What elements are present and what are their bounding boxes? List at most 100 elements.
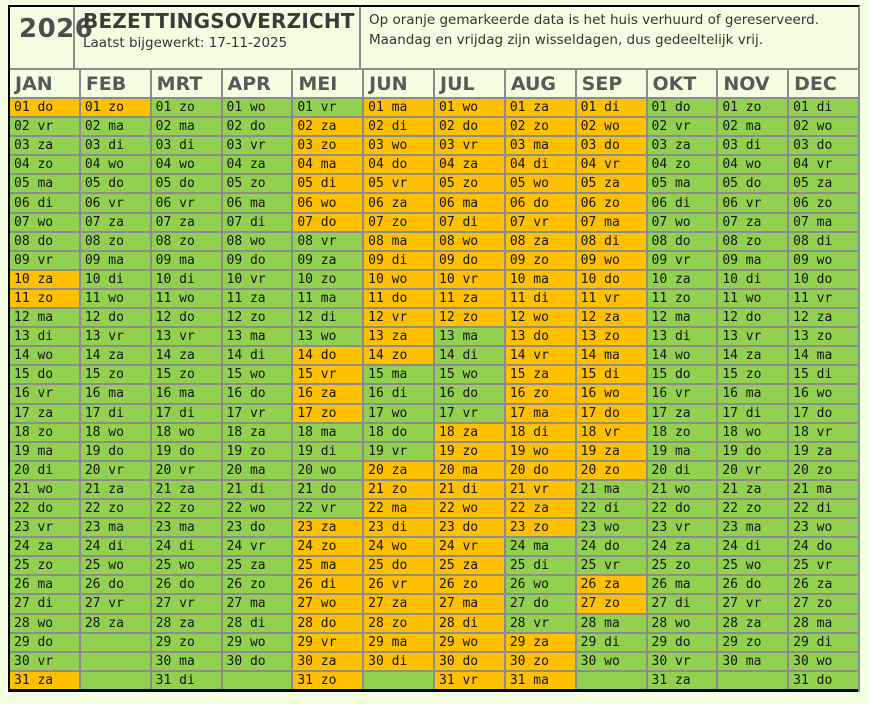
day-aug-23[interactable]: 23 zo xyxy=(505,519,575,537)
day-okt-25[interactable]: 25 zo xyxy=(647,557,717,575)
day-okt-23[interactable]: 23 vr xyxy=(647,519,717,537)
day-sep-03[interactable]: 03 do xyxy=(576,137,646,155)
day-feb-24[interactable]: 24 di xyxy=(80,538,150,556)
day-okt-22[interactable]: 22 do xyxy=(647,499,717,518)
day-apr-18[interactable]: 18 za xyxy=(222,423,292,441)
day-mei-17[interactable]: 17 zo xyxy=(293,404,363,422)
day-aug-03[interactable]: 03 ma xyxy=(505,137,575,155)
day-apr-06[interactable]: 06 ma xyxy=(222,194,292,212)
day-okt-31[interactable]: 31 za xyxy=(647,671,717,689)
day-aug-17[interactable]: 17 ma xyxy=(505,404,575,422)
day-jun-18[interactable]: 18 do xyxy=(364,423,433,441)
day-jul-22[interactable]: 22 wo xyxy=(435,499,504,518)
day-dec-09[interactable]: 09 wo xyxy=(789,251,858,269)
day-jan-30[interactable]: 30 vr xyxy=(10,652,79,670)
day-sep-06[interactable]: 06 zo xyxy=(576,194,646,212)
day-nov-15[interactable]: 15 zo xyxy=(718,366,788,384)
day-aug-24[interactable]: 24 ma xyxy=(505,538,575,556)
day-feb-20[interactable]: 20 vr xyxy=(80,461,150,479)
day-dec-12[interactable]: 12 za xyxy=(789,309,858,327)
day-feb-11[interactable]: 11 wo xyxy=(80,289,150,308)
day-feb-02[interactable]: 02 ma xyxy=(80,118,150,136)
day-feb-04[interactable]: 04 wo xyxy=(80,156,150,174)
day-jun-28[interactable]: 28 zo xyxy=(364,614,433,632)
day-feb-19[interactable]: 19 do xyxy=(80,442,150,460)
day-jul-04[interactable]: 04 za xyxy=(435,156,504,174)
day-apr-16[interactable]: 16 do xyxy=(222,385,292,403)
day-nov-20[interactable]: 20 vr xyxy=(718,461,788,479)
day-sep-09[interactable]: 09 wo xyxy=(576,251,646,269)
day-jan-03[interactable]: 03 za xyxy=(10,137,79,155)
day-aug-06[interactable]: 06 do xyxy=(505,194,575,212)
day-sep-26[interactable]: 26 za xyxy=(576,576,646,594)
day-dec-23[interactable]: 23 wo xyxy=(789,519,858,537)
day-mei-08[interactable]: 08 vr xyxy=(293,232,363,250)
day-jan-28[interactable]: 28 wo xyxy=(10,614,79,632)
day-mei-25[interactable]: 25 ma xyxy=(293,557,363,575)
day-jun-10[interactable]: 10 wo xyxy=(364,270,433,288)
day-mei-21[interactable]: 21 do xyxy=(293,480,363,498)
day-aug-21[interactable]: 21 vr xyxy=(505,480,575,498)
day-jan-31[interactable]: 31 za xyxy=(10,671,79,689)
day-jan-16[interactable]: 16 vr xyxy=(10,385,79,403)
day-okt-07[interactable]: 07 wo xyxy=(647,213,717,231)
day-sep-29[interactable]: 29 di xyxy=(576,633,646,651)
day-mei-05[interactable]: 05 di xyxy=(293,175,363,193)
day-mei-06[interactable]: 06 wo xyxy=(293,194,363,212)
day-jan-13[interactable]: 13 di xyxy=(10,328,79,346)
day-mrt-05[interactable]: 05 do xyxy=(151,175,221,193)
day-aug-27[interactable]: 27 do xyxy=(505,595,575,613)
day-mei-23[interactable]: 23 za xyxy=(293,519,363,537)
day-jul-18[interactable]: 18 za xyxy=(435,423,504,441)
day-mrt-20[interactable]: 20 vr xyxy=(151,461,221,479)
day-sep-05[interactable]: 05 za xyxy=(576,175,646,193)
day-okt-02[interactable]: 02 vr xyxy=(647,118,717,136)
day-sep-10[interactable]: 10 do xyxy=(576,270,646,288)
day-apr-02[interactable]: 02 do xyxy=(222,118,292,136)
day-jul-14[interactable]: 14 di xyxy=(435,347,504,365)
day-jan-02[interactable]: 02 vr xyxy=(10,118,79,136)
day-feb-18[interactable]: 18 wo xyxy=(80,423,150,441)
day-mrt-30[interactable]: 30 ma xyxy=(151,652,221,670)
day-apr-04[interactable]: 04 za xyxy=(222,156,292,174)
day-jul-26[interactable]: 26 zo xyxy=(435,576,504,594)
day-nov-14[interactable]: 14 za xyxy=(718,347,788,365)
day-okt-14[interactable]: 14 wo xyxy=(647,347,717,365)
day-dec-28[interactable]: 28 ma xyxy=(789,614,858,632)
day-jun-15[interactable]: 15 ma xyxy=(364,366,433,384)
day-apr-23[interactable]: 23 do xyxy=(222,519,292,537)
day-feb-22[interactable]: 22 zo xyxy=(80,499,150,518)
day-aug-01[interactable]: 01 za xyxy=(505,99,575,117)
day-dec-19[interactable]: 19 za xyxy=(789,442,858,460)
day-mrt-23[interactable]: 23 ma xyxy=(151,519,221,537)
day-nov-09[interactable]: 09 ma xyxy=(718,251,788,269)
day-sep-02[interactable]: 02 wo xyxy=(576,118,646,136)
day-nov-17[interactable]: 17 di xyxy=(718,404,788,422)
day-sep-15[interactable]: 15 di xyxy=(576,366,646,384)
day-jun-12[interactable]: 12 vr xyxy=(364,309,433,327)
day-feb-23[interactable]: 23 ma xyxy=(80,519,150,537)
day-jun-07[interactable]: 07 zo xyxy=(364,213,433,231)
day-apr-17[interactable]: 17 vr xyxy=(222,404,292,422)
day-jan-10[interactable]: 10 za xyxy=(10,270,79,288)
day-okt-18[interactable]: 18 zo xyxy=(647,423,717,441)
day-aug-28[interactable]: 28 vr xyxy=(505,614,575,632)
day-aug-16[interactable]: 16 zo xyxy=(505,385,575,403)
day-nov-19[interactable]: 19 do xyxy=(718,442,788,460)
day-jan-09[interactable]: 09 vr xyxy=(10,251,79,269)
day-feb-01[interactable]: 01 zo xyxy=(80,99,150,117)
day-jul-08[interactable]: 08 wo xyxy=(435,232,504,250)
day-aug-30[interactable]: 30 zo xyxy=(505,652,575,670)
day-feb-25[interactable]: 25 wo xyxy=(80,557,150,575)
day-okt-13[interactable]: 13 di xyxy=(647,328,717,346)
day-sep-04[interactable]: 04 vr xyxy=(576,156,646,174)
day-okt-09[interactable]: 09 vr xyxy=(647,251,717,269)
day-mrt-21[interactable]: 21 za xyxy=(151,480,221,498)
day-nov-22[interactable]: 22 zo xyxy=(718,499,788,518)
day-dec-18[interactable]: 18 vr xyxy=(789,423,858,441)
day-jul-07[interactable]: 07 di xyxy=(435,213,504,231)
day-apr-11[interactable]: 11 za xyxy=(222,289,292,308)
day-jan-25[interactable]: 25 zo xyxy=(10,557,79,575)
day-sep-07[interactable]: 07 ma xyxy=(576,213,646,231)
day-mei-29[interactable]: 29 vr xyxy=(293,633,363,651)
